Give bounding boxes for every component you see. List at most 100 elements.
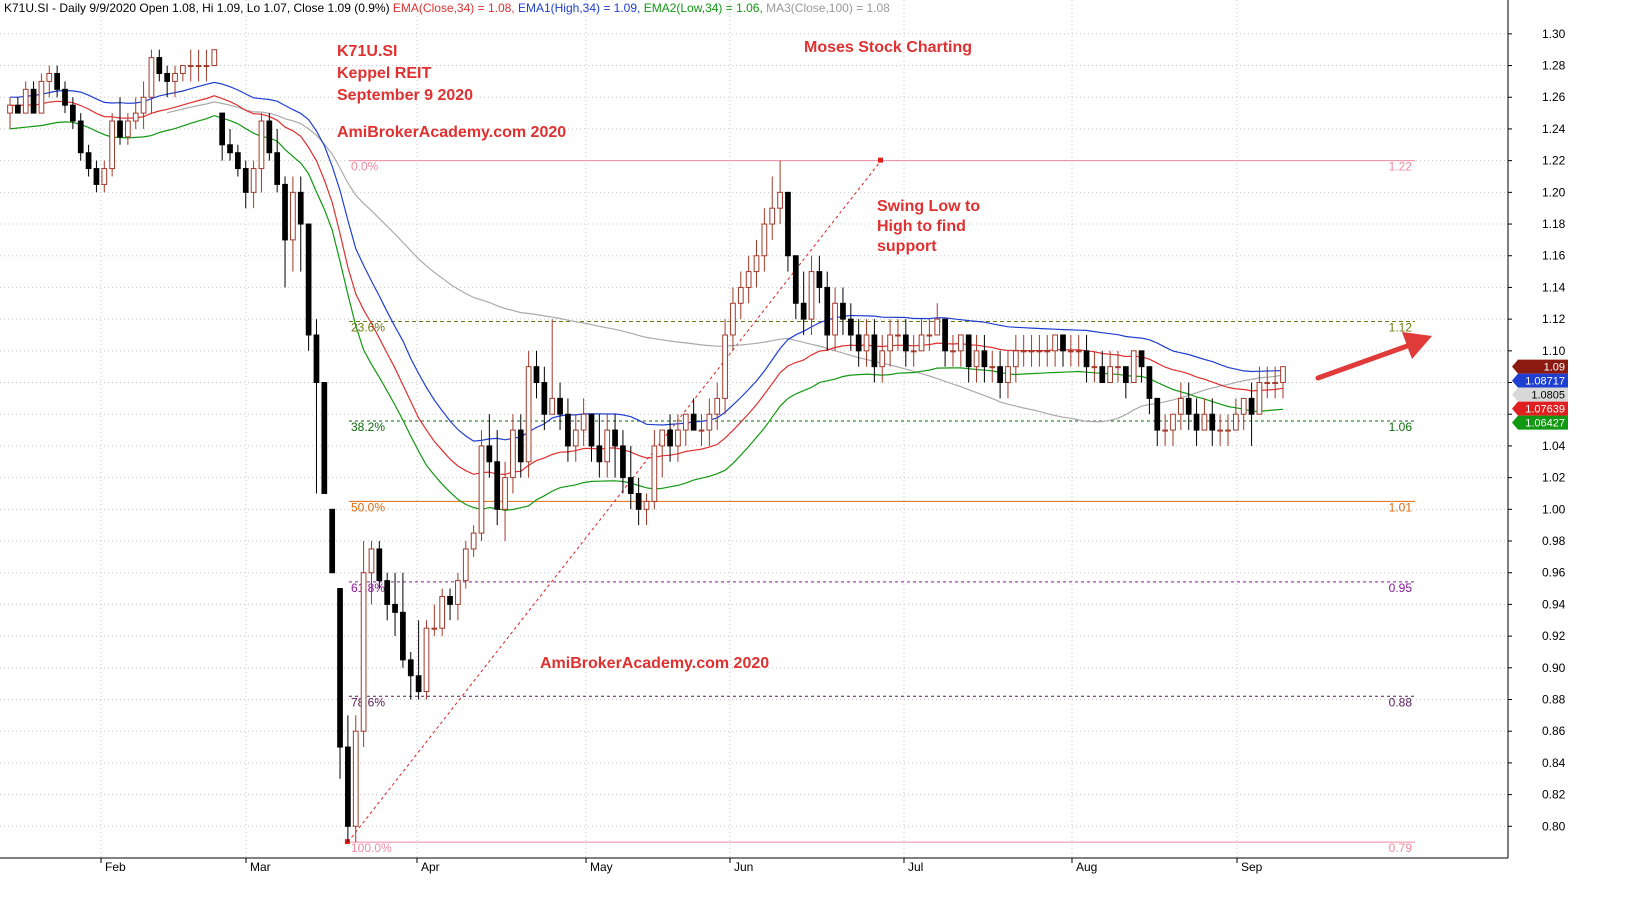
x-tick-label: Mar [250, 860, 271, 874]
y-tick-label: 1.22 [1542, 154, 1566, 168]
candle-body [282, 183, 288, 241]
header-segment: MA3(Close,100) = 1.08 [766, 1, 890, 15]
candle-body [722, 334, 728, 399]
candle-body [1028, 350, 1035, 353]
y-tick-label: 1.24 [1542, 122, 1566, 136]
candle-body [635, 492, 642, 510]
fib-level-pct: 38.2% [351, 420, 385, 434]
candle-body [117, 120, 123, 138]
candle-body [1280, 366, 1286, 384]
candle-body [1248, 397, 1255, 415]
fib-level-price: 1.01 [1389, 500, 1413, 514]
x-tick-label: May [590, 860, 613, 874]
candle-body [533, 366, 540, 384]
y-tick-label: 0.86 [1542, 724, 1566, 738]
candle-body [352, 730, 359, 827]
candle-body [22, 88, 29, 114]
candle-body [1232, 413, 1239, 431]
candle-body [455, 580, 461, 605]
candle-body [368, 548, 375, 574]
candle-body [580, 413, 587, 431]
candle-body [1036, 350, 1043, 353]
candle-body [85, 152, 92, 170]
annotation-text: K71U.SI [337, 43, 397, 60]
candle-body [415, 675, 422, 693]
candle-body [125, 120, 131, 138]
candle-body [863, 334, 870, 352]
candle-body [1067, 350, 1074, 353]
header-segment: EMA2(Low,34) = 1.06, [644, 1, 766, 15]
axis-value-tag-text: 1.08717 [1525, 376, 1565, 388]
candle-body [250, 168, 257, 193]
y-tick-label: 1.30 [1542, 27, 1566, 41]
y-tick-label: 1.28 [1542, 59, 1566, 73]
x-tick-label: Jul [908, 860, 923, 874]
candle-body [942, 318, 948, 352]
candle-body [800, 302, 807, 320]
candle-body [588, 413, 595, 447]
candle-body [400, 611, 406, 661]
axis-value-tag-text: 1.0805 [1531, 390, 1565, 402]
candle-body [973, 350, 980, 368]
axis-value-tag: 1.0805 [1512, 387, 1568, 402]
fib-level-price: 1.22 [1389, 160, 1413, 174]
x-tick-label: Apr [421, 860, 440, 874]
candle-body [1115, 366, 1121, 369]
candle-body [305, 223, 312, 336]
fib-level-price: 0.88 [1389, 695, 1413, 709]
y-tick-label: 1.04 [1542, 439, 1566, 453]
candle-body [439, 595, 446, 629]
candle-body [808, 271, 815, 320]
candle-body [140, 96, 147, 114]
candle-body [1177, 397, 1184, 415]
y-tick-label: 1.10 [1542, 344, 1566, 358]
axis-value-tag: 1.09 [1512, 359, 1568, 374]
candle-body [517, 429, 524, 463]
candle-body [46, 72, 53, 82]
candle-body [470, 532, 477, 550]
candle-body [706, 413, 713, 431]
candle-body [211, 49, 218, 67]
axis-value-tag-bg [1512, 387, 1568, 402]
candle-body [360, 572, 367, 732]
candle-body [478, 445, 485, 534]
swing-trend-line [347, 160, 882, 843]
trend-arrow-icon [1315, 332, 1432, 381]
candle-body [934, 318, 941, 336]
candle-body [101, 168, 108, 185]
candle-body [1052, 334, 1058, 352]
candle-body [431, 627, 438, 630]
candle-body [376, 548, 383, 582]
candle-body [572, 429, 579, 447]
axis-value-tag-bg [1512, 373, 1568, 388]
annotation-text: Swing Low to [877, 198, 980, 215]
candle-body [219, 112, 226, 146]
candle-body [329, 508, 336, 574]
annotation-text: support [877, 238, 937, 255]
annotation-layer: K71U.SI Keppel REIT September 9 2020 AmiBro… [337, 39, 1432, 672]
candle-body [675, 429, 681, 447]
candle-body [30, 88, 37, 114]
axis-value-tag-bg [1512, 415, 1568, 430]
y-tick-label: 0.92 [1542, 629, 1566, 643]
candle-body [1138, 350, 1145, 368]
axis-value-tag-text: 1.07639 [1525, 404, 1565, 416]
candle-body [77, 120, 84, 154]
candle-body [1193, 413, 1200, 431]
candle-body [486, 445, 493, 463]
y-tick-label: 0.82 [1542, 788, 1566, 802]
candle-body [698, 429, 705, 432]
chart-header: K71U.SI - Daily 9/9/2020 Open 1.08, Hi 1… [4, 1, 890, 15]
candle-body [847, 318, 854, 336]
candle-body [620, 445, 626, 479]
fib-level-price: 1.12 [1389, 320, 1413, 334]
axis-value-tag: 1.08717 [1512, 373, 1568, 388]
y-tick-label: 1.02 [1542, 471, 1566, 485]
x-tick-label: Feb [105, 860, 126, 874]
annotation-text: Keppel REIT [337, 65, 431, 82]
fib-level-price: 1.06 [1389, 420, 1413, 434]
axis-value-tag: 1.06427 [1512, 415, 1568, 430]
fib-level-pct: 78.6% [351, 695, 385, 709]
candle-body [981, 350, 988, 368]
